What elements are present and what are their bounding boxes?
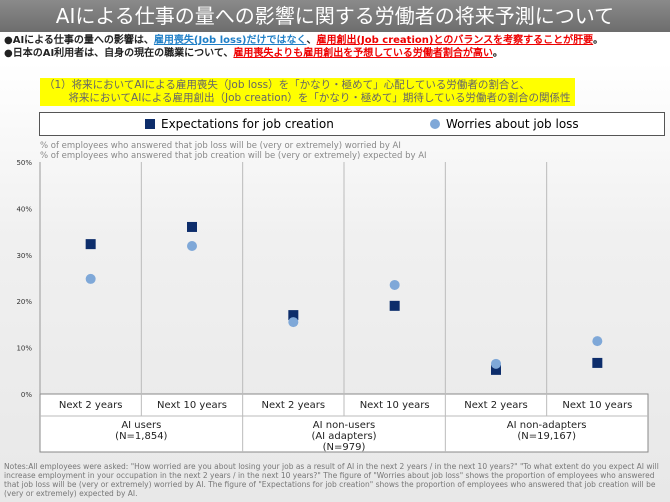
legend-label: Expectations for job creation [161, 117, 334, 131]
group-label: (N=19,167) [517, 431, 576, 442]
bullet1-end: 。 [593, 35, 604, 46]
group-label: (AI adapters) [311, 431, 376, 442]
notes: Notes:All employees were asked: "How wor… [4, 462, 659, 498]
creation-point [187, 221, 197, 232]
bullet1-highlight-red: 雇用創出(Job creation)とのバランスを考察することが肝要 [316, 35, 594, 46]
square-marker-icon [145, 119, 155, 129]
creation-point [592, 357, 603, 368]
legend: Expectations for job creation Worries ab… [39, 112, 665, 136]
group-label: (N=979) [323, 442, 366, 453]
worries-point [389, 279, 400, 290]
y-tick-label: 30% [16, 252, 32, 260]
bullet1-text: ●AIによる仕事の量への影響は、 [4, 35, 154, 46]
x-tick-label: Next 10 years [562, 400, 632, 411]
y-tick-label: 0% [21, 391, 32, 399]
series-descriptions: % of employees who answered that job los… [40, 141, 427, 161]
x-tick-label: Next 10 years [157, 400, 227, 411]
caption-line-1: （1）将来においてAIによる雇用喪失（Job loss）を「かなり・極めて」心配… [44, 79, 530, 91]
worries-point [288, 317, 299, 328]
x-tick-label: Next 2 years [464, 400, 528, 411]
chart-caption: （1）将来においてAIによる雇用喪失（Job loss）を「かなり・極めて」心配… [40, 78, 575, 106]
creation-point [85, 239, 96, 250]
description-worries: % of employees who answered that job los… [40, 141, 401, 151]
worries-point [592, 336, 603, 347]
circle-marker-icon [430, 119, 440, 129]
creation-point [288, 310, 299, 321]
group-label: AI users [121, 420, 161, 431]
worries-point [85, 273, 96, 284]
y-tick-label: 50% [16, 159, 32, 167]
legend-item-creation: Expectations for job creation [145, 117, 334, 131]
bullet2-end: 。 [492, 48, 503, 59]
page-title: AIによる仕事の量への影響に関する労働者の将来予測について [0, 0, 670, 32]
legend-item-worries: Worries about job loss [430, 117, 579, 131]
creation-point [491, 364, 501, 375]
bullet2-highlight-red: 雇用喪失よりも雇用創出を予想している労働者割合が高い [233, 48, 493, 59]
group-label: (N=1,854) [115, 431, 167, 442]
x-tick-label: Next 2 years [262, 400, 326, 411]
y-tick-label: 20% [16, 298, 32, 306]
caption-line-2: 将来においてAIによる雇用創出（Job creation）を「かなり・極めて」期… [44, 92, 571, 104]
y-tick-label: 10% [16, 345, 32, 353]
x-tick-label: Next 2 years [59, 400, 123, 411]
worries-point [187, 240, 197, 251]
creation-point [389, 300, 400, 311]
group-label: AI non-adapters [507, 420, 587, 431]
summary-bullets: ●AIによる仕事の量への影響は、雇用喪失(Job loss)だけではなく、雇用創… [4, 34, 603, 60]
bullet1-sep: 、 [306, 35, 317, 46]
bullet2-text: ●日本のAI利用者は、自身の現在の職業について、 [4, 48, 234, 59]
description-creation: % of employees who answered that job cre… [40, 151, 427, 161]
worries-point [491, 358, 501, 369]
group-label: AI non-users [313, 420, 375, 431]
legend-label: Worries about job loss [446, 117, 579, 131]
bullet1-highlight-blue: 雇用喪失(Job loss)だけではなく [153, 35, 307, 46]
x-tick-label: Next 10 years [360, 400, 430, 411]
y-tick-label: 40% [16, 205, 32, 213]
